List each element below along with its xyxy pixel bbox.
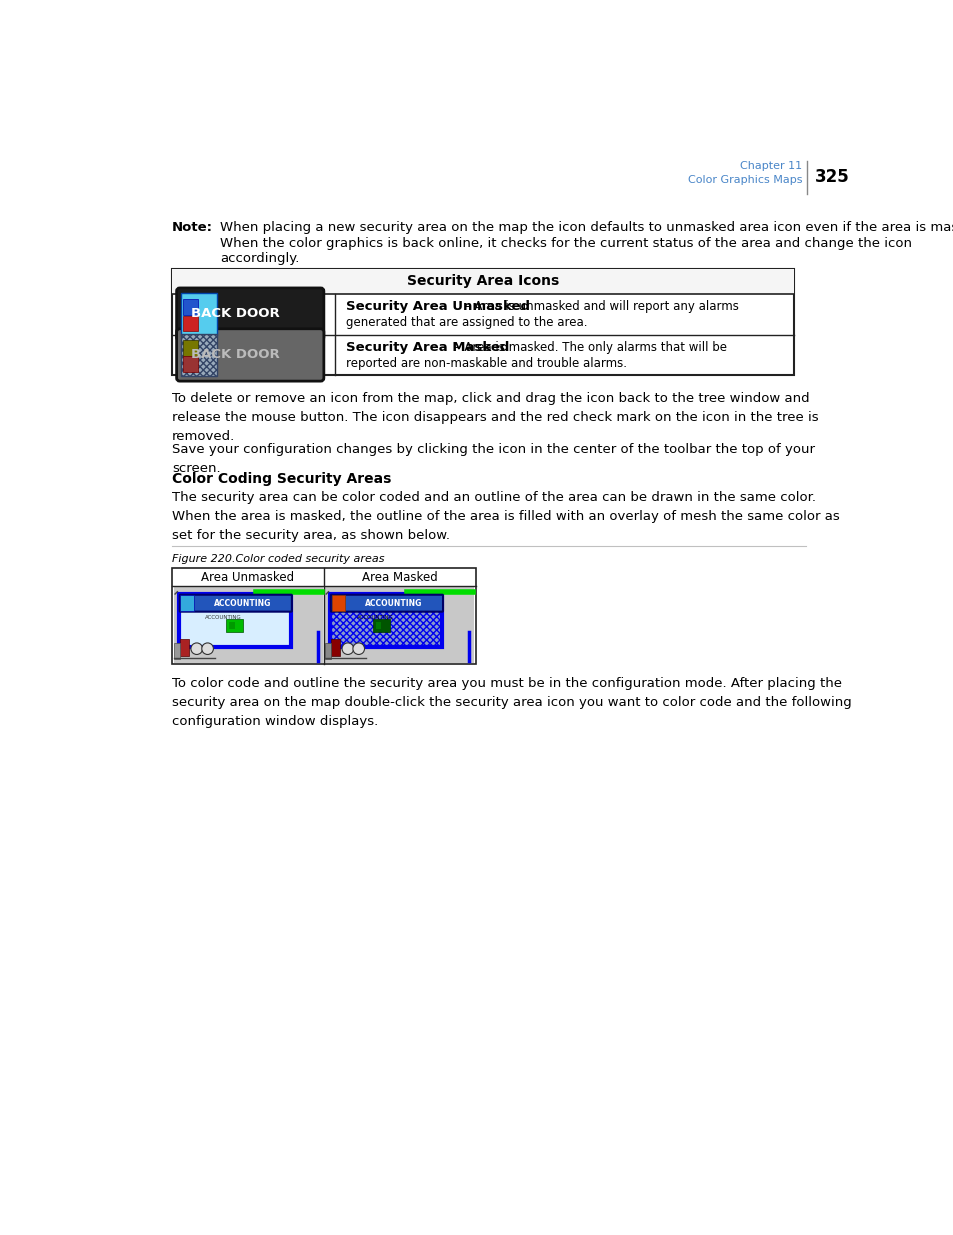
Bar <box>229 621 234 630</box>
Text: reported are non-maskable and trouble alarms.: reported are non-maskable and trouble al… <box>345 357 626 370</box>
Bar <box>172 269 794 294</box>
Text: 325: 325 <box>815 168 849 186</box>
Text: Color Coding Security Areas: Color Coding Security Areas <box>172 472 391 485</box>
Text: The security area can be color coded and an outline of the area can be drawn in : The security area can be color coded and… <box>172 490 839 542</box>
FancyBboxPatch shape <box>176 329 323 382</box>
Text: ACCOUNTING: ACCOUNTING <box>205 615 242 620</box>
Bar <box>331 640 340 656</box>
FancyBboxPatch shape <box>331 595 442 611</box>
Bar <box>373 619 390 632</box>
Bar <box>179 640 189 656</box>
Circle shape <box>202 643 213 655</box>
Text: Color Graphics Maps: Color Graphics Maps <box>687 175 801 185</box>
Text: ACCOUNTING: ACCOUNTING <box>356 615 393 620</box>
Text: ACCOUNTING: ACCOUNTING <box>364 599 422 608</box>
Text: Note:: Note: <box>172 221 213 235</box>
Text: Security Area Masked: Security Area Masked <box>345 341 508 354</box>
Bar <box>180 595 193 611</box>
Text: Chapter 11: Chapter 11 <box>740 162 801 172</box>
Text: Save your configuration changes by clicking the icon in the center of the toolba: Save your configuration changes by click… <box>172 443 814 475</box>
Bar <box>226 619 243 632</box>
Bar <box>183 340 197 356</box>
Circle shape <box>342 643 354 655</box>
Bar <box>324 587 474 662</box>
Circle shape <box>191 643 202 655</box>
Text: When placing a new security area on the map the icon defaults to unmasked area i: When placing a new security area on the … <box>220 221 953 235</box>
Bar <box>174 643 179 658</box>
Text: BACK DOOR: BACK DOOR <box>191 348 279 361</box>
Bar <box>179 594 291 647</box>
Bar <box>183 299 197 315</box>
Bar <box>325 643 331 658</box>
Bar <box>183 357 197 372</box>
Text: To color code and outline the security area you must be in the configuration mod: To color code and outline the security a… <box>172 677 851 729</box>
Text: accordingly.: accordingly. <box>220 252 299 266</box>
Bar <box>183 316 197 331</box>
Bar <box>330 594 442 647</box>
Bar <box>332 595 344 611</box>
Bar <box>181 335 216 375</box>
Bar <box>172 568 476 664</box>
Bar <box>330 594 442 647</box>
Bar <box>173 587 323 662</box>
FancyBboxPatch shape <box>176 288 323 341</box>
Text: – Area is unmasked and will report any alarms: – Area is unmasked and will report any a… <box>461 300 739 314</box>
Text: Area Unmasked: Area Unmasked <box>201 571 294 584</box>
Text: – Area is masked. The only alarms that will be: – Area is masked. The only alarms that w… <box>451 341 726 354</box>
Bar <box>181 294 216 335</box>
Text: ACCOUNTING: ACCOUNTING <box>213 599 271 608</box>
Circle shape <box>353 643 364 655</box>
Bar <box>172 269 794 375</box>
Text: generated that are assigned to the area.: generated that are assigned to the area. <box>345 316 586 330</box>
FancyBboxPatch shape <box>179 595 292 611</box>
Bar <box>375 621 381 630</box>
Text: Area Masked: Area Masked <box>361 571 437 584</box>
Text: BACK DOOR: BACK DOOR <box>191 306 279 320</box>
Text: To delete or remove an icon from the map, click and drag the icon back to the tr: To delete or remove an icon from the map… <box>172 393 818 443</box>
Text: Security Area Icons: Security Area Icons <box>407 274 558 289</box>
Text: Security Area Unmasked: Security Area Unmasked <box>345 300 529 314</box>
Text: Figure 220.Color coded security areas: Figure 220.Color coded security areas <box>172 555 384 564</box>
Text: When the color graphics is back online, it checks for the current status of the : When the color graphics is back online, … <box>220 237 911 249</box>
